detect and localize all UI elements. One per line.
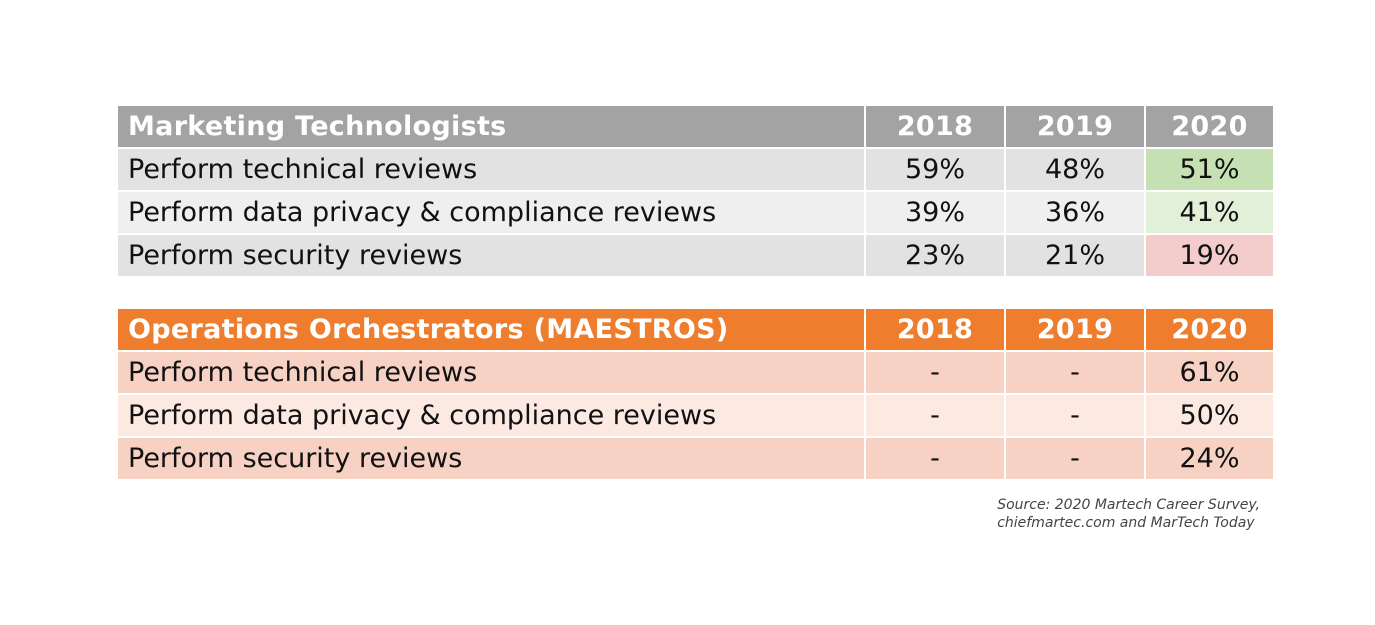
- source-line: chiefmartec.com and MarTech Today: [997, 515, 1255, 531]
- cell-value-highlight: 19%: [1145, 234, 1273, 278]
- table-header-row: Marketing Technologists 2018 2019 2020: [118, 106, 1273, 149]
- cell-value: -: [865, 351, 1006, 395]
- column-header-2018: 2018: [865, 106, 1006, 149]
- table-row: Perform security reviews 23% 21% 19%: [118, 234, 1273, 278]
- table-title: Marketing Technologists: [118, 106, 866, 149]
- column-header-2020: 2020: [1145, 106, 1273, 149]
- cell-value: -: [865, 394, 1006, 438]
- cell-value-highlight: 41%: [1145, 191, 1273, 235]
- cell-value: -: [1005, 394, 1146, 438]
- column-header-2018: 2018: [865, 309, 1006, 352]
- cell-value-highlight: 51%: [1145, 148, 1273, 192]
- row-label: Perform security reviews: [118, 437, 866, 481]
- row-label: Perform data privacy & compliance review…: [118, 191, 866, 235]
- table-header-row: Operations Orchestrators (MAESTROS) 2018…: [118, 309, 1273, 352]
- source-line: Source: 2020 Martech Career Survey,: [997, 497, 1260, 513]
- row-label: Perform technical reviews: [118, 148, 866, 192]
- row-label: Perform data privacy & compliance review…: [118, 394, 866, 438]
- column-header-2020: 2020: [1145, 309, 1273, 352]
- operations-orchestrators-table: Operations Orchestrators (MAESTROS) 2018…: [118, 309, 1273, 481]
- table-row: Perform technical reviews 59% 48% 51%: [118, 148, 1273, 192]
- table-row: Perform data privacy & compliance review…: [118, 394, 1273, 438]
- row-label: Perform technical reviews: [118, 351, 866, 395]
- cell-value: 48%: [1005, 148, 1146, 192]
- table-row: Perform technical reviews - - 61%: [118, 351, 1273, 395]
- cell-value: 36%: [1005, 191, 1146, 235]
- table-row: Perform security reviews - - 24%: [118, 437, 1273, 481]
- cell-value: 59%: [865, 148, 1006, 192]
- cell-value: 39%: [865, 191, 1006, 235]
- source-note: Source: 2020 Martech Career Survey, chie…: [997, 496, 1260, 532]
- cell-value: 24%: [1145, 437, 1273, 481]
- table-row: Perform data privacy & compliance review…: [118, 191, 1273, 235]
- cell-value: -: [1005, 437, 1146, 481]
- marketing-technologists-table: Marketing Technologists 2018 2019 2020 P…: [118, 106, 1273, 278]
- table-title: Operations Orchestrators (MAESTROS): [118, 309, 866, 352]
- cell-value: -: [865, 437, 1006, 481]
- cell-value: 23%: [865, 234, 1006, 278]
- column-header-2019: 2019: [1005, 106, 1146, 149]
- row-label: Perform security reviews: [118, 234, 866, 278]
- cell-value: 21%: [1005, 234, 1146, 278]
- cell-value: 61%: [1145, 351, 1273, 395]
- column-header-2019: 2019: [1005, 309, 1146, 352]
- cell-value: -: [1005, 351, 1146, 395]
- cell-value: 50%: [1145, 394, 1273, 438]
